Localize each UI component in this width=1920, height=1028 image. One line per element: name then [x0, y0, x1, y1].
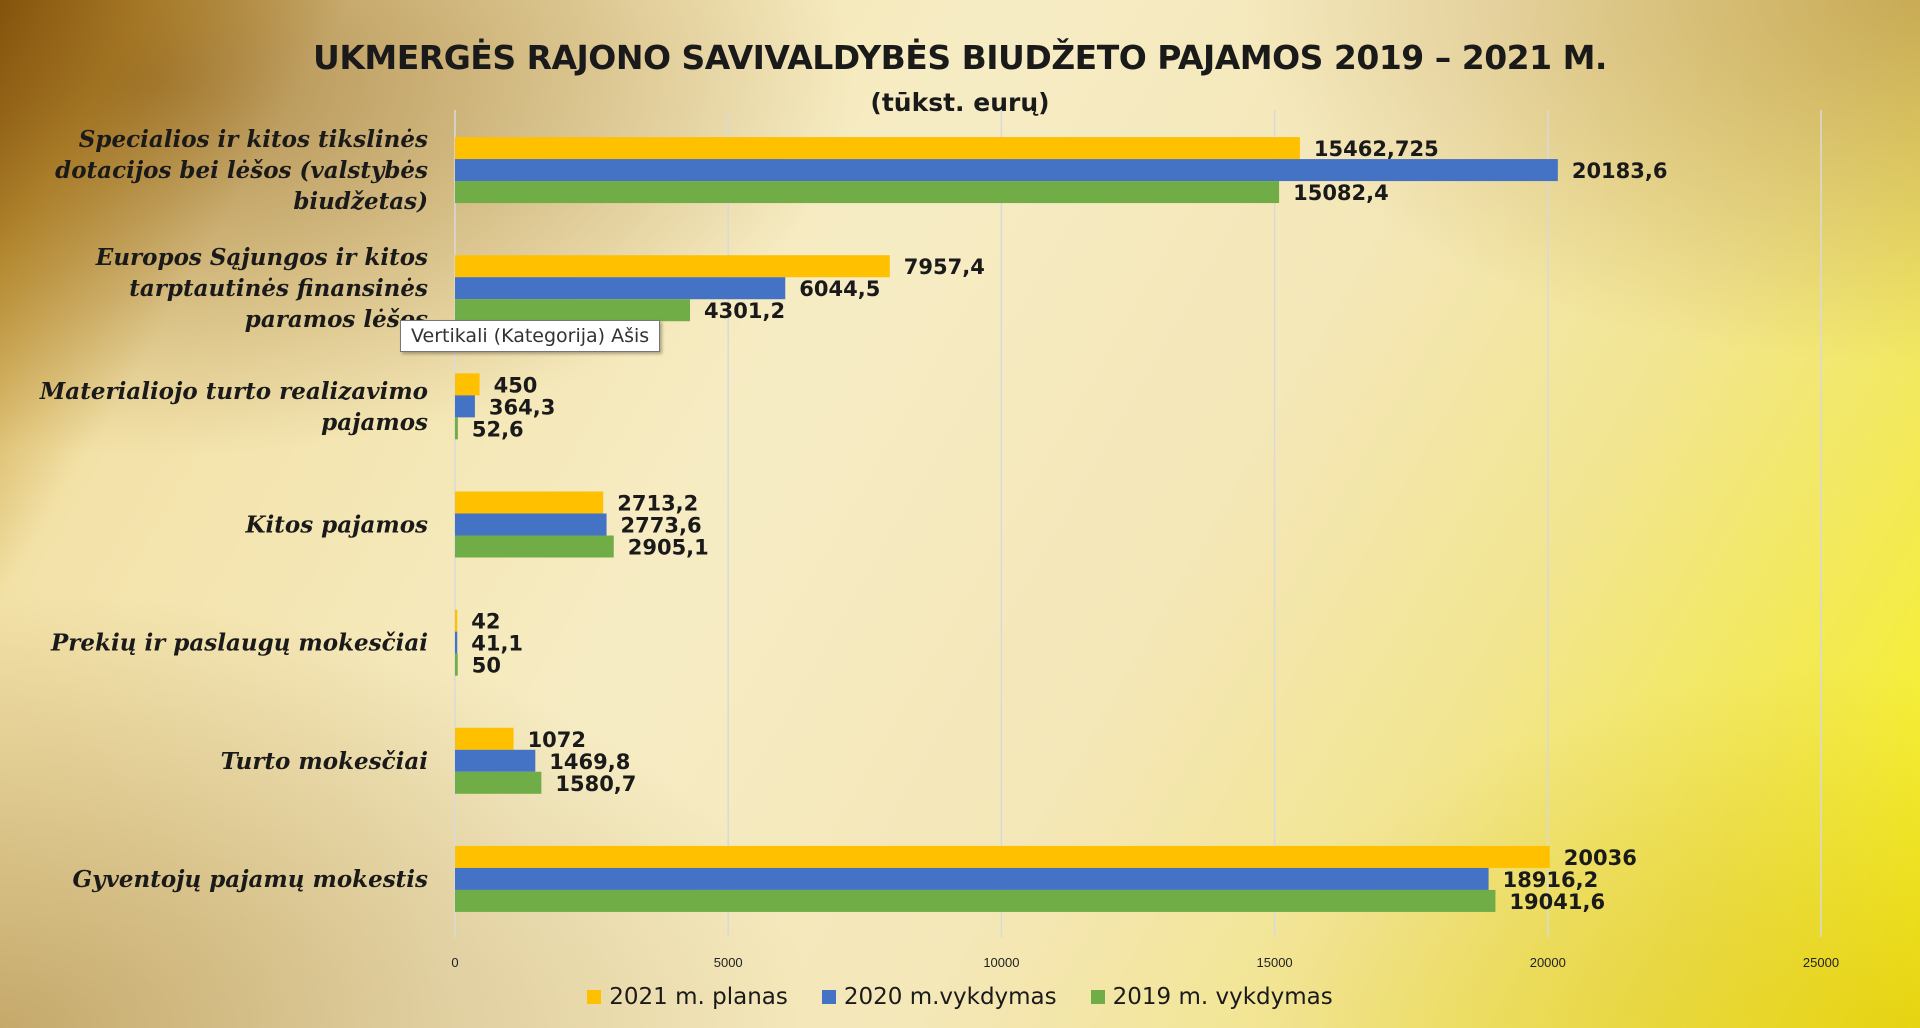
bar-6-1: [455, 867, 1489, 890]
chart-subtitle: (tūkst. eurų): [870, 88, 1050, 117]
category-label-6: Gyventojų pajamų mokestis: [72, 866, 428, 893]
data-label-0-2: 15082,4: [1293, 181, 1389, 205]
axis-tooltip: Vertikali (Kategorija) Ašis: [400, 320, 661, 352]
bar-4-2: [455, 653, 458, 676]
bar-5-1: [455, 749, 536, 772]
x-tick-label-5: 25000: [1803, 955, 1839, 970]
legend-item-2019[interactable]: 2019 m. vykdymas: [1090, 984, 1333, 1010]
bar-2-1: [455, 395, 475, 418]
legend-label-2019: 2019 m. vykdymas: [1112, 984, 1333, 1010]
bar-4-1: [455, 631, 458, 654]
data-label-1-0: 7957,4: [904, 255, 985, 279]
legend-item-2021[interactable]: 2021 m. planas: [587, 984, 788, 1010]
category-label-3: Kitos pajamos: [245, 512, 429, 539]
bar-3-0: [455, 491, 604, 514]
category-label-2: Materialiojo turto realizavimo pajamos: [39, 378, 428, 436]
data-label-3-2: 2905,1: [628, 536, 709, 560]
data-label-1-2: 4301,2: [704, 299, 785, 323]
x-tick-label-0: 0: [451, 955, 458, 970]
bar-3-2: [455, 535, 614, 558]
category-label-5: Turto mokesčiai: [221, 748, 428, 775]
legend-item-2020[interactable]: 2020 m.vykdymas: [821, 984, 1057, 1010]
data-label-6-1: 18916,2: [1503, 868, 1599, 892]
x-tick-label-1: 5000: [714, 955, 743, 970]
legend-swatch-2020: [821, 990, 836, 1004]
bar-2-2: [455, 417, 458, 440]
category-label-1: Europos Sąjungos ir kitos tarptautinės fi…: [95, 244, 428, 333]
bar-5-0: [455, 727, 514, 750]
x-tick-label-2: 10000: [983, 955, 1019, 970]
data-label-4-1: 41,1: [471, 632, 523, 656]
bar-4-0: [455, 609, 458, 632]
x-tick-label-3: 15000: [1257, 955, 1293, 970]
data-label-3-0: 2713,2: [617, 492, 698, 516]
data-label-6-0: 20036: [1564, 846, 1637, 870]
bar-3-1: [455, 513, 607, 536]
bar-0-2: [455, 181, 1280, 204]
category-label-0: Specialios ir kitos tikslinės dotacijos b…: [55, 126, 428, 215]
data-label-6-2: 19041,6: [1509, 890, 1605, 914]
data-label-0-0: 15462,725: [1314, 137, 1439, 161]
legend-label-2021: 2021 m. planas: [609, 984, 788, 1010]
legend-swatch-2019: [1090, 990, 1105, 1004]
bar-0-0: [455, 137, 1300, 160]
bar-2-0: [455, 373, 480, 396]
data-label-3-1: 2773,6: [621, 514, 702, 538]
chart-title: UKMERGĖS RAJONO SAVIVALDYBĖS BIUDŽETO PA…: [313, 38, 1607, 77]
data-label-4-0: 42: [471, 610, 500, 634]
data-label-2-2: 52,6: [472, 417, 524, 441]
chart-legend[interactable]: 2021 m. planas 2020 m.vykdymas 2019 m. v…: [0, 984, 1920, 1010]
data-label-2-1: 364,3: [489, 395, 555, 419]
data-label-1-1: 6044,5: [799, 277, 880, 301]
bar-1-0: [455, 255, 890, 278]
bar-6-0: [455, 845, 1550, 868]
data-label-4-2: 50: [472, 654, 501, 678]
data-label-5-2: 1580,7: [555, 772, 636, 796]
legend-swatch-2021: [587, 990, 602, 1004]
bar-5-2: [455, 771, 542, 794]
data-label-2-0: 450: [494, 373, 538, 397]
bar-0-1: [455, 159, 1558, 182]
data-label-5-0: 1072: [528, 728, 586, 752]
data-label-0-1: 20183,6: [1572, 159, 1668, 183]
x-tick-label-4: 20000: [1530, 955, 1566, 970]
bar-1-1: [455, 277, 786, 300]
legend-label-2020: 2020 m.vykdymas: [843, 984, 1057, 1010]
data-label-5-1: 1469,8: [549, 750, 630, 774]
bar-1-2: [455, 299, 691, 322]
bar-6-2: [455, 889, 1496, 912]
category-label-4: Prekių ir paslaugų mokesčiai: [50, 630, 428, 657]
